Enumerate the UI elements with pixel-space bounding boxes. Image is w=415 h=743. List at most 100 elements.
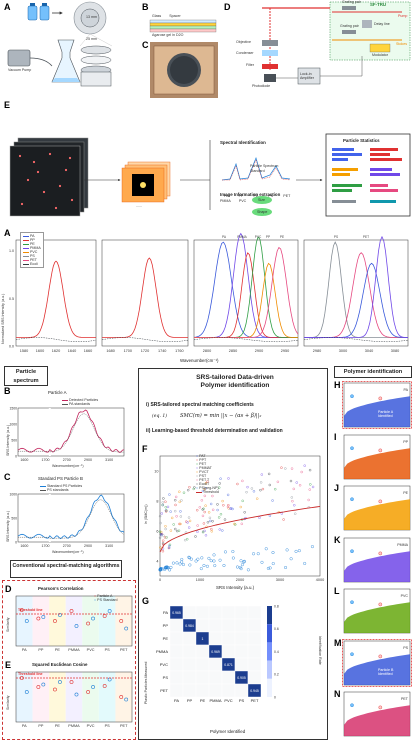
f-neg-point-48: [194, 559, 198, 563]
f-point-21: [161, 501, 164, 504]
decision-point-blue: [350, 394, 354, 399]
panel-label: L: [334, 586, 340, 596]
f-legend-0-text: PAT: [199, 454, 206, 458]
f-point-138: [309, 483, 312, 486]
pearson-point-a-6: [119, 619, 124, 623]
f-neg-point-51: [222, 563, 226, 567]
filtration-setup-illustration: [7, 1, 113, 87]
particle-a-panel: B Particle A 1600 1700 2700 2900 3100 0 500 100…: [0, 386, 130, 470]
euclid-xtick-1: PP: [38, 724, 44, 728]
f-point-50: [164, 506, 167, 509]
g-row-label-3: PMMA: [156, 649, 168, 654]
f-neg-point-56: [242, 559, 246, 563]
f-point-100: [171, 516, 174, 520]
f-point-70: [203, 494, 206, 498]
f-point-82: [241, 499, 244, 503]
f-point-148: [203, 488, 206, 491]
legend-ps-standard-text: PS Standard: [97, 598, 118, 602]
euclid-point-a-2: [53, 687, 57, 692]
spectrum-xtick-1-3: 1740: [158, 349, 166, 353]
particleA-ytick-2: 1000: [9, 422, 17, 426]
spectra-legend: PA PP PE PMMA PVC PS PET Ecoli: [20, 232, 44, 268]
euclid-band-6: [115, 672, 132, 722]
f-point-144: [231, 507, 234, 511]
spectrum-frame-3: [303, 239, 409, 347]
f-point-35: [258, 516, 261, 519]
decision-highlight: [342, 638, 412, 687]
particleB-xtick-2: 2700: [63, 544, 71, 548]
g-row-label-2: PE: [163, 636, 169, 641]
g-cell-2-1: [182, 631, 197, 646]
f-neg-point-39: [268, 566, 272, 570]
pearson-band-6: [115, 596, 132, 646]
particleA-xtick-3: 2900: [84, 458, 92, 462]
g-cbar-seg-3: [267, 660, 272, 679]
legend-pvc: PVC: [23, 250, 41, 254]
euclid-band-2: [49, 672, 66, 722]
g-col-label-2: PE: [200, 698, 206, 703]
panel-g-cbar-label: Identification Rate: [318, 636, 322, 665]
f-point-128: [271, 499, 274, 502]
f-point-12: [164, 525, 167, 528]
decision-polymer-name: PET: [401, 697, 408, 701]
f-point-37: [284, 467, 287, 470]
legend-pe: PE: [23, 242, 41, 246]
f-point-44: [178, 490, 181, 493]
g-cell-2-5: [234, 631, 249, 646]
g-cell-6-5: [234, 683, 249, 698]
particle-b-legend: Standard PS Particles PS standards: [40, 484, 82, 492]
pearson-point-a-5: [102, 614, 107, 618]
panel-g-xlabel: Polymer Identified: [210, 729, 246, 734]
f-neg-point-69: [256, 552, 260, 556]
legend-detected: Detected Particles: [62, 398, 98, 402]
panel-label: C: [4, 472, 11, 482]
panel-label: A: [4, 2, 11, 12]
pearson-xtick-3: PMMA: [68, 648, 80, 652]
f-neg-point-28: [271, 551, 275, 555]
f-point-119: [194, 535, 197, 538]
panel-label: F: [142, 444, 148, 454]
g-cell-value-6: 0.945: [250, 689, 259, 693]
f-point-149: [202, 530, 205, 533]
pearson-point-a-3: [69, 609, 74, 613]
pearson-band-2: [49, 596, 66, 646]
euclid-panel: E Squared Euclidean Cosine PA PP PE PMMA PVC…: [2, 660, 136, 740]
f-point-132: [179, 522, 182, 526]
f-neg-point-7: [252, 552, 256, 556]
f-point-86: [211, 494, 214, 498]
euclid-xtick-5: PS: [105, 724, 111, 728]
pearson-xtick-0: PA: [22, 648, 27, 652]
legend-glass: Glass: [152, 14, 162, 18]
f-neg-point-15: [169, 565, 173, 569]
f-point-79: [218, 482, 221, 485]
f-neg-point-20: [294, 549, 298, 553]
panel-g-chart: PA 0.965 PP 0.984 PE 1 PMMA 0.969 PVC 0.871 PS 0.90…: [156, 604, 279, 703]
f-legend-4: ○ PVCT: [196, 470, 209, 474]
f-point-47: [162, 497, 165, 500]
pearson-xtick-2: PE: [55, 648, 61, 652]
euclid-threshold-label: Threshold line: [18, 672, 43, 676]
spectrum-xtick-1-0: 1680: [106, 349, 114, 353]
f-threshold-curve: [159, 505, 321, 553]
f-legend-5-text: PST: [199, 474, 207, 478]
conventional-box: Conventional spectral-matching algorithm…: [10, 560, 122, 578]
spectrum-ecoli-3: [303, 337, 409, 343]
decision-chart: [342, 638, 412, 687]
panel-f-legend: ○ PAT ○ PPT ○ PET ○ PMMAT ○ PVCT ○ PST ○…: [196, 454, 219, 494]
ellipsis-label: ......: [136, 204, 142, 208]
decision-highlight: [342, 381, 412, 429]
g-cell-4-6: [247, 657, 262, 672]
f-legend-7-text: EcoliT: [199, 482, 210, 486]
f-neg-point-26: [165, 565, 169, 569]
membrane-photo: [150, 42, 218, 98]
f-point-93: [259, 481, 263, 484]
pump-label: Pump: [398, 14, 408, 18]
f-point-116: [204, 504, 207, 507]
g-cell-3-4: [221, 644, 236, 659]
spectrum-ecoli-1: [101, 337, 189, 343]
f-point-78: [201, 514, 205, 518]
decision-region: [344, 447, 410, 479]
spectra-ylabel: Normalized SRS Intensity (a.u.): [1, 293, 5, 344]
particle-statistics-label: Particle Statistics: [343, 138, 380, 143]
g-cell-5-6: [247, 670, 262, 685]
